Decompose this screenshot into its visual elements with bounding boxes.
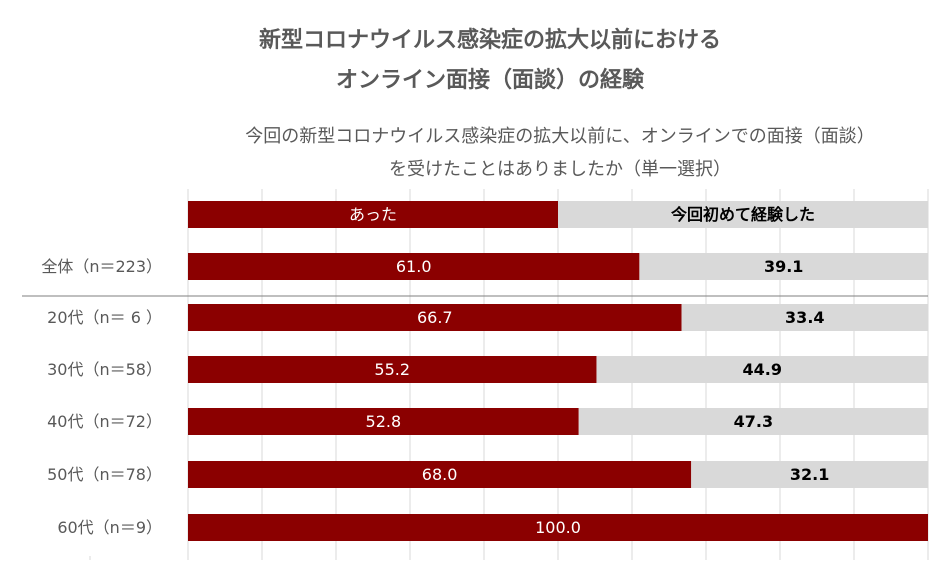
category-label: 30代（n＝58） [47,360,162,379]
bar-segment-yes [188,461,692,488]
legend-swatch-yes [188,201,558,228]
category-label: 20代（n＝ 6 ） [47,308,162,327]
bar-segment-no [578,408,928,435]
bar-segment-yes [188,514,928,541]
chart-title-line2: オンライン面接（面談）の経験 [335,68,644,93]
data-label-yes: 61.0 [396,257,432,276]
bar-segment-no [681,304,928,331]
data-label-yes: 66.7 [417,308,453,327]
data-label-yes: 55.2 [374,360,410,379]
data-label-yes: 68.0 [422,465,458,484]
category-label: 50代（n＝78） [47,465,162,484]
data-label-no: 33.4 [785,308,824,327]
bar-segment-no [639,253,928,280]
category-label: 60代（n＝9） [57,518,162,537]
data-label-yes: 52.8 [366,412,402,431]
category-label: 40代（n＝72） [47,412,162,431]
chart-title-line1: 新型コロナウイルス感染症の拡大以前における [258,28,721,53]
data-label-no: 39.1 [764,257,803,276]
chart-subtitle-line1: 今回の新型コロナウイルス感染症の拡大以前に、オンラインでの面接（面談） [245,126,875,147]
bar-segment-yes [188,356,597,383]
legend-swatch-no [558,201,928,228]
bar-segment-yes [188,253,640,280]
bar-segment-yes [188,408,579,435]
data-label-no: 44.9 [742,360,781,379]
bar-segment-no [596,356,928,383]
bar-segment-no [691,461,928,488]
legend-label-yes: あった [349,205,397,224]
category-label: 全体（n＝223） [41,257,162,276]
data-label-yes: 100.0 [535,518,581,537]
legend-label-no: 今回初めて経験した [670,205,815,224]
data-label-no: 32.1 [790,465,829,484]
bar-segment-yes [188,304,682,331]
chart-subtitle-line2: を受けたことはありましたか（単一選択） [389,159,731,180]
data-label-no: 47.3 [734,412,773,431]
